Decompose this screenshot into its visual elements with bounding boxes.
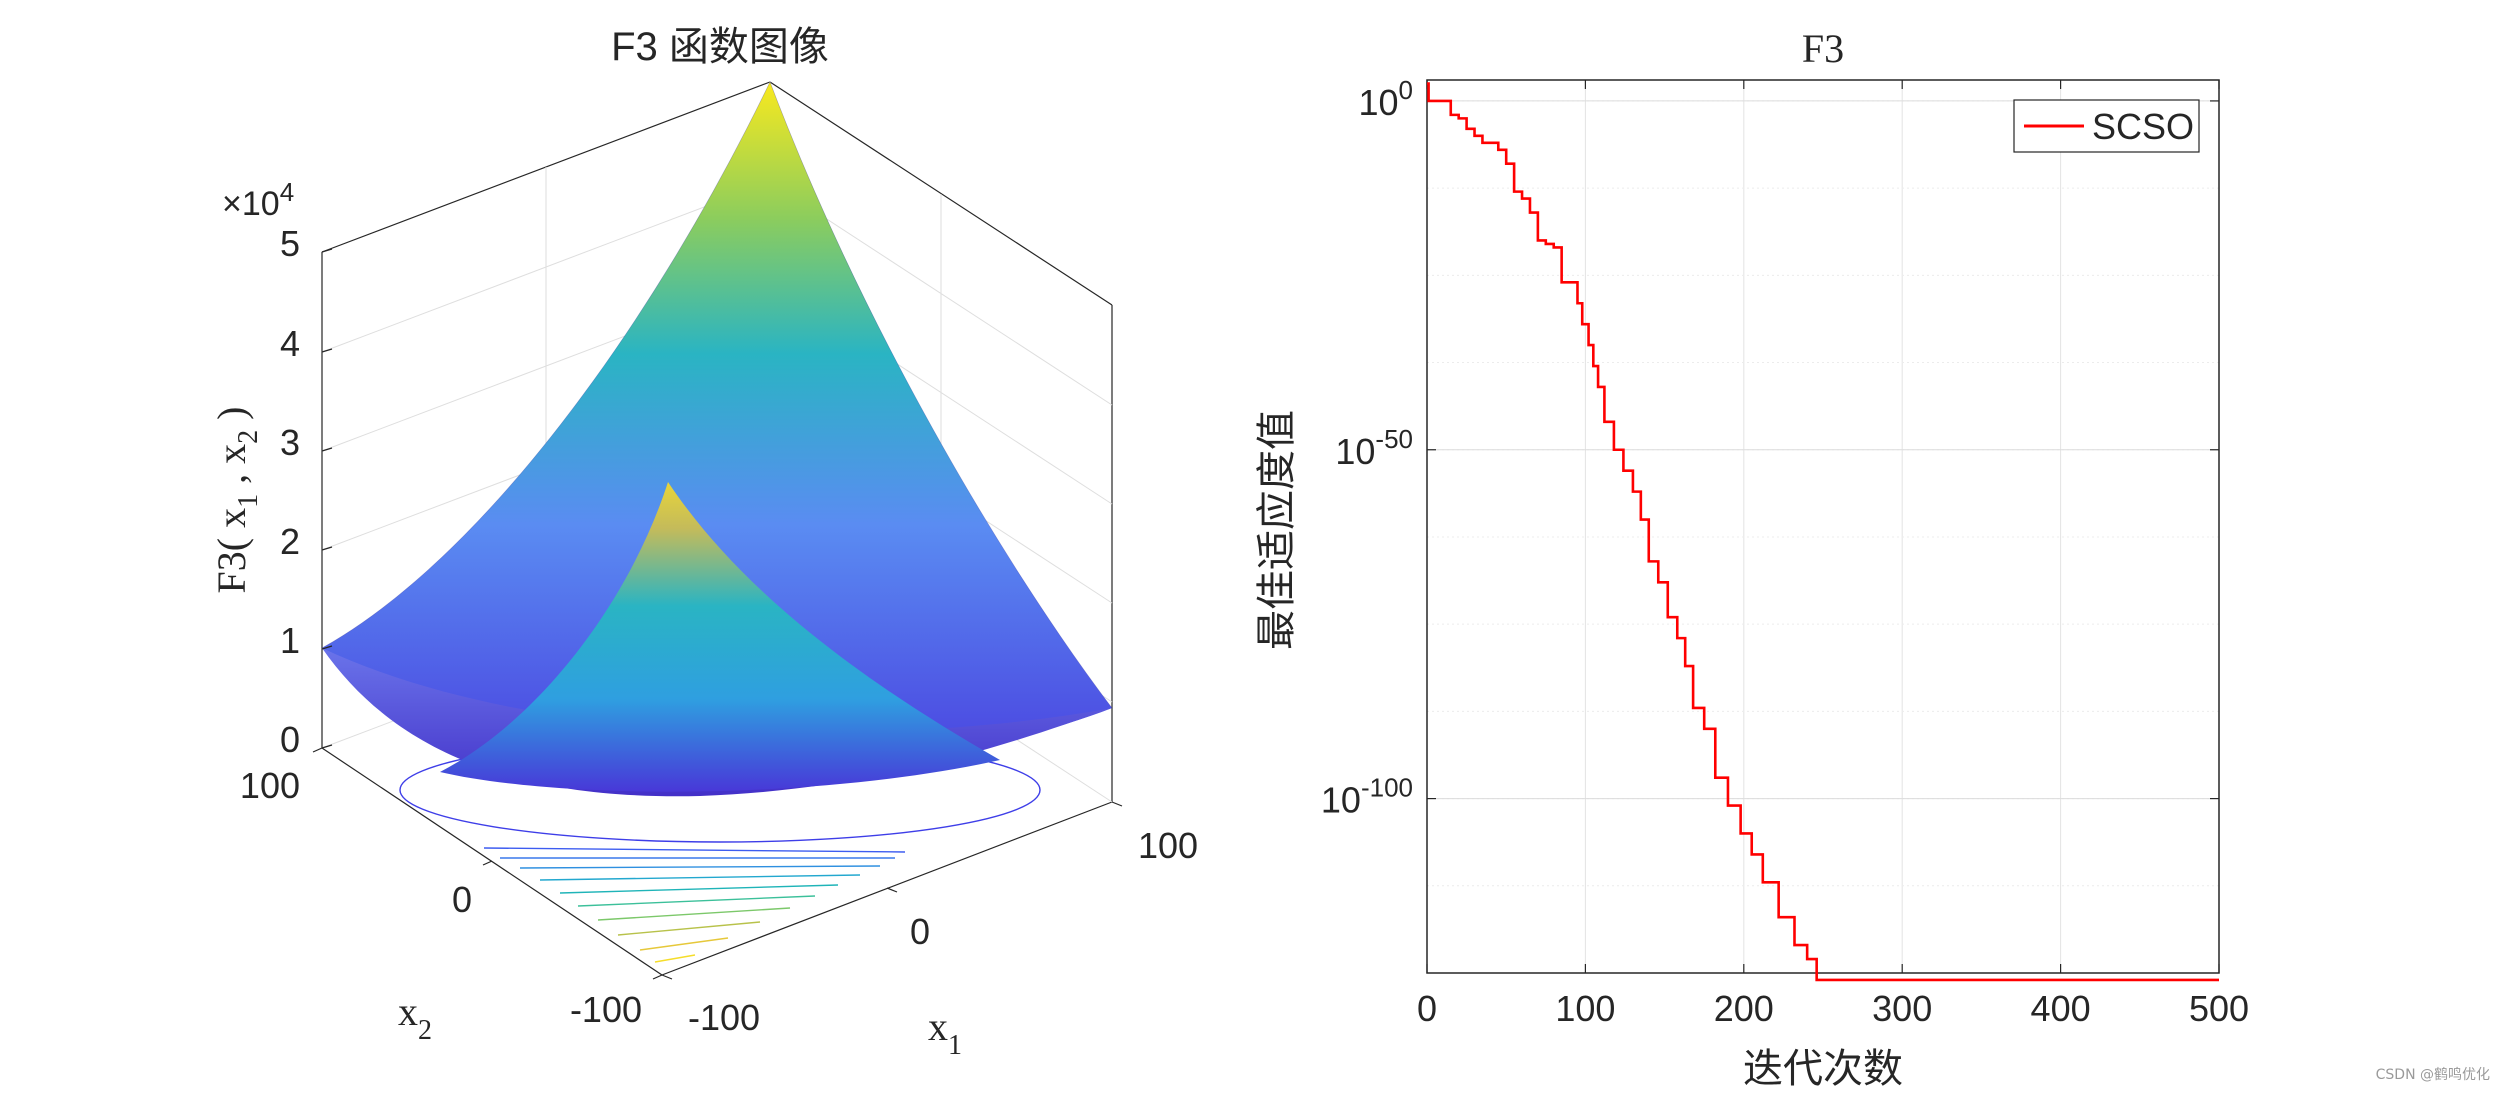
y-tick-label: 10-50 — [1335, 424, 1413, 472]
legend-label-scso: SCSO — [2092, 106, 2194, 147]
z-exponent-label: ×104 — [222, 177, 294, 223]
x2-axis-label: x2 — [398, 989, 432, 1046]
z-tick-label: 1 — [280, 620, 300, 661]
plot-ticks — [1427, 80, 2219, 973]
x-tick-label: 400 — [2031, 988, 2091, 1029]
z-tick-label: 2 — [280, 521, 300, 562]
x2-tick-label: -100 — [570, 989, 642, 1030]
x-tick-label: 200 — [1714, 988, 1774, 1029]
x-tick-label: 0 — [1417, 988, 1437, 1029]
legend[interactable]: SCSO — [2014, 100, 2199, 152]
surface-mesh — [322, 82, 1112, 796]
series-line-scso — [1427, 83, 2219, 979]
z-axis: 0 1 2 3 4 5 ×104 F3( x1 , x2 ) — [209, 177, 332, 760]
line-chart-title: F3 — [1802, 26, 1844, 71]
surface-title: F3 函数图像 — [611, 25, 829, 69]
x1-tick-label: 0 — [910, 911, 930, 952]
x2-tick-label: 0 — [452, 879, 472, 920]
x-tick-label: 100 — [1555, 988, 1615, 1029]
z-tick-label: 5 — [280, 223, 300, 264]
surface-chart: F3 函数图像 — [209, 25, 1198, 1061]
z-tick-label: 4 — [280, 323, 300, 364]
y-axis-label: 最佳适应度值 — [1254, 410, 1300, 650]
x1-axis: -100 0 100 x1 — [662, 802, 1198, 1061]
x1-tick-label: 100 — [1138, 825, 1198, 866]
plot-area-frame — [1427, 80, 2219, 973]
watermark: CSDN @鹤鸣优化 — [2376, 1064, 2490, 1084]
z-axis-label: F3( x1 , x2 ) — [209, 407, 264, 594]
x-axis-label: 迭代次数 — [1743, 1046, 1903, 1092]
z-tick-label: 3 — [280, 422, 300, 463]
y-tick-label: 10-100 — [1321, 773, 1413, 821]
y-tick-label: 100 — [1358, 75, 1413, 123]
plot-series — [1427, 83, 2219, 979]
x-tick-label: 300 — [1872, 988, 1932, 1029]
plot-grid — [1427, 80, 2219, 973]
z-tick-label: 0 — [280, 719, 300, 760]
convergence-chart: F3 最佳适应度值 迭代次数 0 100 200 300 400 500 100 10-50 1… — [1254, 26, 2249, 1092]
x-tick-label: 500 — [2189, 988, 2249, 1029]
x1-tick-label: -100 — [688, 997, 760, 1038]
x2-tick-label: 100 — [240, 765, 300, 806]
x1-axis-label: x1 — [928, 1004, 962, 1061]
x2-axis: 100 0 -100 x2 — [240, 748, 662, 1046]
plot-tick-labels: 0 100 200 300 400 500 100 10-50 10-100 — [1321, 75, 2249, 1029]
